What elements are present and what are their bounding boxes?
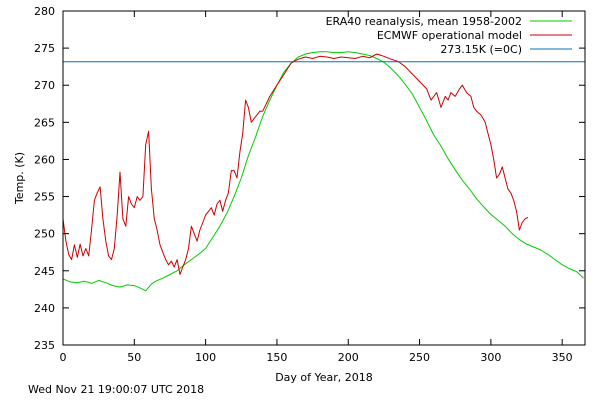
y-tick-label: 280	[34, 5, 55, 18]
y-tick-label: 235	[34, 339, 55, 352]
x-tick-label: 200	[338, 351, 359, 364]
y-tick-label: 260	[34, 153, 55, 166]
y-tick-label: 255	[34, 191, 55, 204]
x-tick-label: 350	[552, 351, 573, 364]
x-tick-label: 0	[60, 351, 67, 364]
y-tick-label: 250	[34, 228, 55, 241]
x-axis-ticks: 0 50 100 150 200 250 300 350	[60, 11, 573, 364]
series-line-ecmwf-operational-model	[62, 53, 529, 275]
legend-label: ECMWF operational model	[377, 29, 522, 42]
plot-content	[62, 51, 585, 292]
x-tick-label: 50	[127, 351, 141, 364]
x-tick-label: 150	[266, 351, 287, 364]
series-line-era40-reanalysis-mean-1958-2002	[62, 51, 584, 292]
x-tick-label: 250	[409, 351, 430, 364]
y-axis-ticks: 235 240 245 250 255 260 265 270 275 280	[34, 5, 585, 352]
y-tick-label: 265	[34, 116, 55, 129]
x-tick-label: 100	[195, 351, 216, 364]
plot-frame	[62, 10, 586, 346]
legend-label: ERA40 reanalysis, mean 1958-2002	[326, 15, 522, 28]
timestamp: Wed Nov 21 19:00:07 UTC 2018	[28, 383, 205, 396]
y-tick-label: 240	[34, 302, 55, 315]
y-tick-label: 275	[34, 42, 55, 55]
legend-label: 273.15K (=0C)	[440, 43, 522, 56]
y-axis-title: Temp. (K)	[13, 152, 26, 205]
y-tick-label: 270	[34, 79, 55, 92]
y-tick-label: 245	[34, 265, 55, 278]
x-axis-title: Day of Year, 2018	[275, 371, 373, 384]
x-tick-label: 300	[480, 351, 501, 364]
